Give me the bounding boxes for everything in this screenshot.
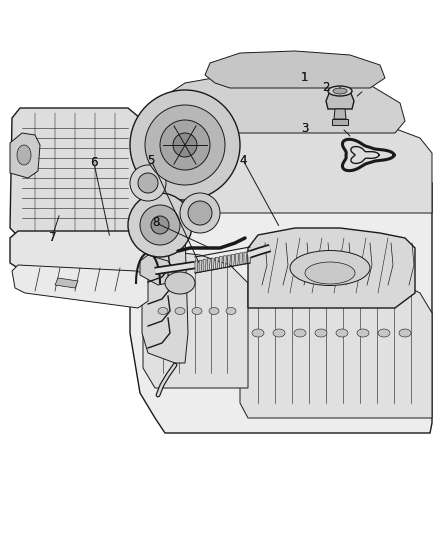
Ellipse shape bbox=[192, 308, 202, 314]
Ellipse shape bbox=[290, 251, 370, 286]
Ellipse shape bbox=[252, 329, 264, 337]
Text: 5: 5 bbox=[148, 155, 155, 167]
Polygon shape bbox=[203, 260, 206, 271]
Polygon shape bbox=[215, 257, 219, 269]
Ellipse shape bbox=[399, 329, 411, 337]
Polygon shape bbox=[142, 178, 188, 363]
Polygon shape bbox=[240, 283, 432, 418]
Text: 5: 5 bbox=[148, 155, 155, 167]
Text: 4: 4 bbox=[239, 155, 247, 167]
Text: 1: 1 bbox=[300, 71, 308, 84]
Text: 3: 3 bbox=[301, 123, 308, 135]
Polygon shape bbox=[248, 252, 251, 263]
Circle shape bbox=[188, 201, 212, 225]
Polygon shape bbox=[10, 108, 140, 238]
Text: 7: 7 bbox=[49, 231, 57, 244]
Circle shape bbox=[138, 173, 158, 193]
Circle shape bbox=[140, 205, 180, 245]
Text: 2: 2 bbox=[322, 82, 330, 94]
Text: 7: 7 bbox=[49, 231, 57, 244]
Polygon shape bbox=[248, 228, 415, 308]
Ellipse shape bbox=[226, 308, 236, 314]
Polygon shape bbox=[326, 91, 354, 109]
Polygon shape bbox=[12, 265, 148, 308]
Polygon shape bbox=[160, 75, 405, 133]
Polygon shape bbox=[199, 260, 202, 272]
Ellipse shape bbox=[175, 308, 185, 314]
Ellipse shape bbox=[328, 86, 352, 96]
Ellipse shape bbox=[273, 329, 285, 337]
Polygon shape bbox=[223, 256, 226, 268]
Ellipse shape bbox=[378, 329, 390, 337]
Ellipse shape bbox=[336, 329, 348, 337]
Text: 6: 6 bbox=[90, 156, 98, 169]
Polygon shape bbox=[228, 255, 231, 267]
Polygon shape bbox=[145, 111, 432, 213]
Polygon shape bbox=[205, 51, 385, 88]
Ellipse shape bbox=[165, 272, 195, 294]
Circle shape bbox=[151, 216, 169, 234]
Polygon shape bbox=[10, 133, 40, 178]
Ellipse shape bbox=[158, 308, 168, 314]
Polygon shape bbox=[240, 253, 243, 265]
Polygon shape bbox=[195, 261, 198, 273]
Polygon shape bbox=[55, 278, 78, 288]
Polygon shape bbox=[219, 256, 223, 269]
Text: 2: 2 bbox=[322, 82, 330, 94]
Polygon shape bbox=[244, 252, 247, 264]
Text: 6: 6 bbox=[90, 156, 98, 169]
Ellipse shape bbox=[357, 329, 369, 337]
Circle shape bbox=[180, 193, 220, 233]
Circle shape bbox=[160, 120, 210, 170]
Polygon shape bbox=[10, 231, 148, 283]
Ellipse shape bbox=[305, 262, 355, 284]
Circle shape bbox=[130, 90, 240, 200]
Polygon shape bbox=[332, 119, 348, 125]
Polygon shape bbox=[143, 251, 248, 388]
Polygon shape bbox=[334, 109, 346, 119]
Circle shape bbox=[173, 133, 197, 157]
Polygon shape bbox=[211, 258, 214, 270]
Ellipse shape bbox=[17, 145, 31, 165]
Ellipse shape bbox=[294, 329, 306, 337]
Circle shape bbox=[130, 165, 166, 201]
Polygon shape bbox=[236, 254, 239, 265]
Polygon shape bbox=[140, 255, 175, 285]
Text: 8: 8 bbox=[152, 216, 159, 229]
Polygon shape bbox=[128, 113, 432, 433]
Ellipse shape bbox=[209, 308, 219, 314]
Polygon shape bbox=[232, 254, 235, 266]
Ellipse shape bbox=[333, 88, 347, 94]
Text: 1: 1 bbox=[300, 71, 308, 84]
Text: 4: 4 bbox=[239, 155, 247, 167]
Ellipse shape bbox=[315, 329, 327, 337]
Circle shape bbox=[145, 105, 225, 185]
Text: 3: 3 bbox=[301, 123, 308, 135]
Text: 8: 8 bbox=[152, 216, 159, 229]
Circle shape bbox=[128, 193, 192, 257]
Polygon shape bbox=[207, 259, 210, 271]
